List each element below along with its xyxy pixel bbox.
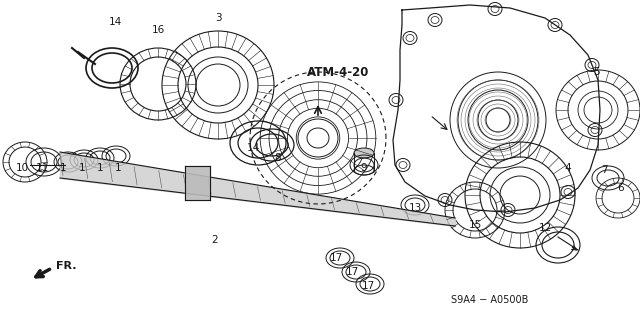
Text: FR.: FR. (56, 261, 77, 271)
Ellipse shape (585, 58, 599, 71)
Text: 14: 14 (246, 143, 260, 153)
Text: 5: 5 (593, 67, 599, 77)
Text: 10: 10 (15, 163, 29, 173)
Text: S9A4 − A0500B: S9A4 − A0500B (451, 295, 529, 305)
Text: 13: 13 (408, 203, 422, 213)
Text: 3: 3 (214, 13, 221, 23)
Ellipse shape (354, 148, 374, 158)
Ellipse shape (588, 123, 602, 137)
Text: 1: 1 (115, 163, 122, 173)
Ellipse shape (548, 19, 562, 32)
Text: ATM-4-20: ATM-4-20 (307, 65, 369, 78)
Ellipse shape (438, 194, 452, 206)
Text: 14: 14 (108, 17, 122, 27)
Ellipse shape (396, 159, 410, 172)
Text: 17: 17 (346, 267, 358, 277)
Text: 15: 15 (468, 220, 482, 230)
Text: 17: 17 (330, 253, 342, 263)
Ellipse shape (488, 3, 502, 16)
Text: 12: 12 (538, 223, 552, 233)
Text: 17: 17 (362, 281, 374, 291)
Text: 1: 1 (97, 163, 103, 173)
Text: 16: 16 (152, 25, 164, 35)
Text: 9: 9 (361, 163, 367, 173)
Ellipse shape (561, 186, 575, 198)
Text: 7: 7 (601, 165, 607, 175)
Ellipse shape (389, 93, 403, 107)
Text: 2: 2 (212, 235, 218, 245)
Text: 6: 6 (618, 183, 624, 193)
Ellipse shape (403, 32, 417, 44)
Ellipse shape (501, 204, 515, 217)
Text: 11: 11 (35, 163, 49, 173)
Text: 1: 1 (60, 163, 67, 173)
Text: 4: 4 (564, 163, 572, 173)
Ellipse shape (428, 13, 442, 26)
Text: 1: 1 (79, 163, 85, 173)
Text: 8: 8 (275, 153, 282, 163)
